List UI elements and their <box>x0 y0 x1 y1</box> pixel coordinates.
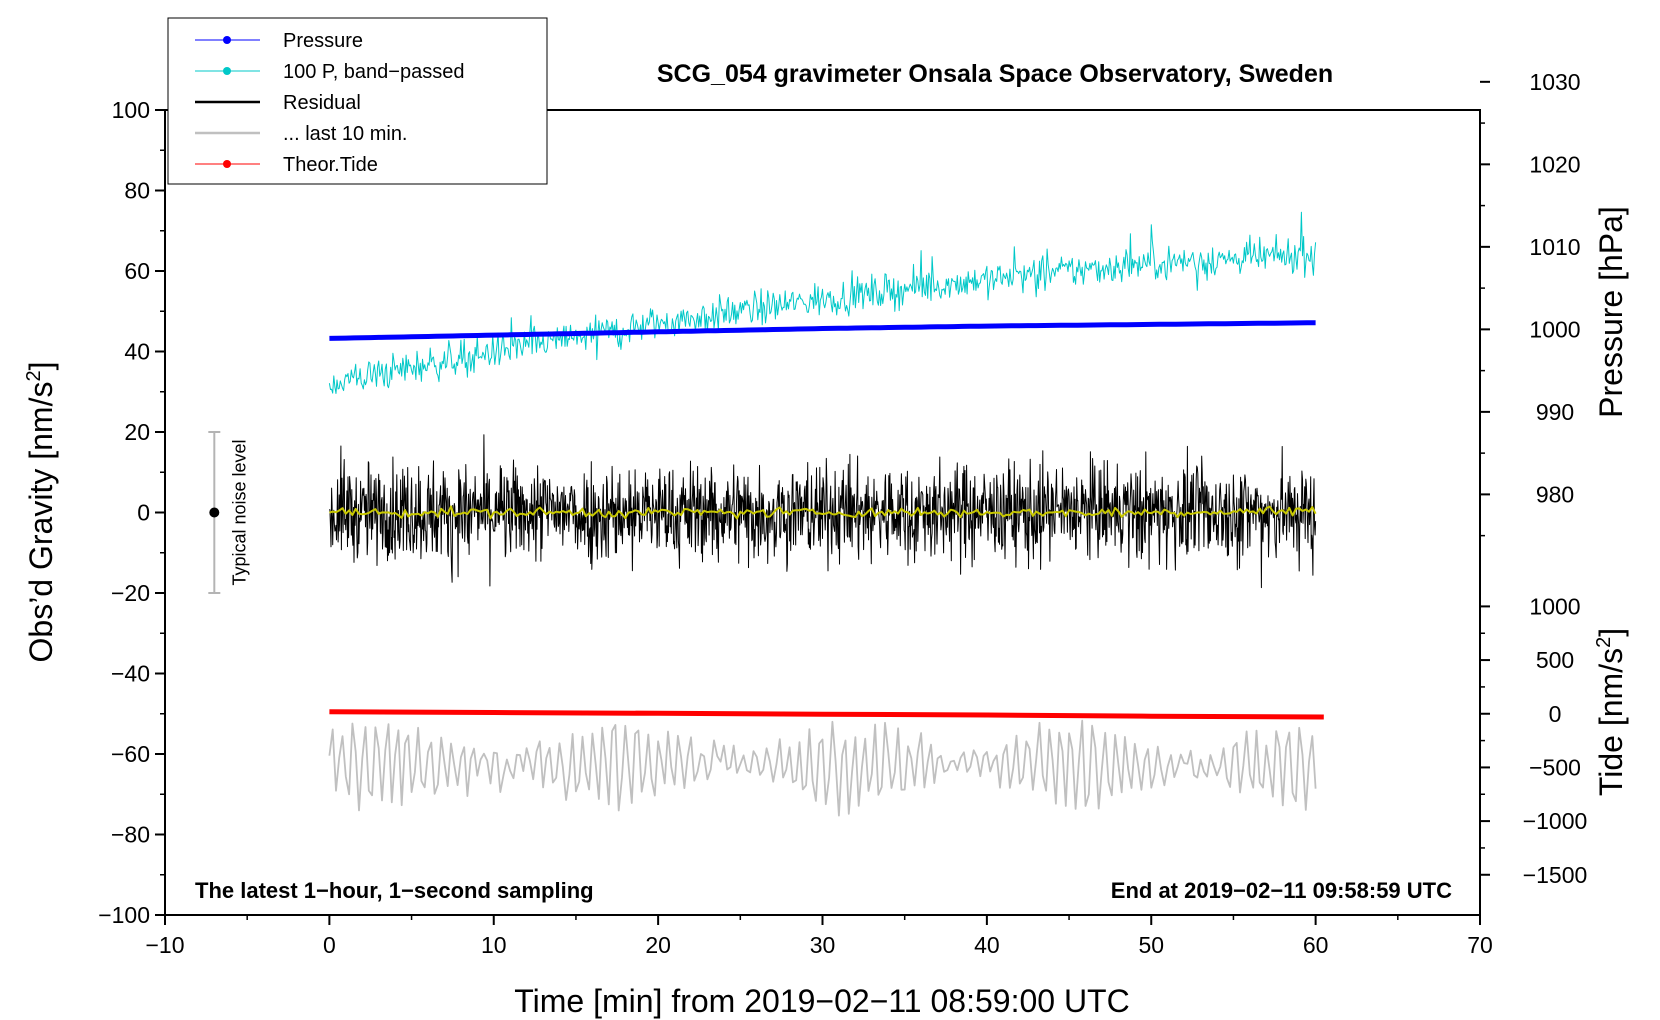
pressure-tick-label: 1010 <box>1529 234 1580 260</box>
y-tick-label: −20 <box>111 580 150 606</box>
x-tick-label: 70 <box>1467 932 1493 958</box>
tide-tick-label: 500 <box>1536 647 1574 673</box>
noise-bar-label: Typical noise level <box>229 439 249 585</box>
legend-swatch-dot <box>223 36 231 44</box>
pressure-axis-title: Pressure [hPa] <box>1593 206 1629 418</box>
y-axis-title-close: ] <box>23 362 59 371</box>
y-tick-label: 40 <box>124 339 150 365</box>
series-theor-tide <box>329 709 1324 720</box>
pressure-tick-label: 1020 <box>1529 151 1580 177</box>
y-tick-label: 100 <box>112 97 150 123</box>
y-axis-title: Obs’d Gravity [nm/s2] <box>23 362 59 663</box>
legend-label: Residual <box>283 92 361 114</box>
x-tick-label: 0 <box>323 932 336 958</box>
legend-swatch-dot <box>223 67 231 75</box>
y-tick-label: 80 <box>124 178 150 204</box>
legend-label: Theor.Tide <box>283 154 378 176</box>
legend-label: Pressure <box>283 30 363 52</box>
series-last-10-min <box>328 719 1317 817</box>
x-tick-label: −10 <box>145 932 184 958</box>
y-tick-label: 20 <box>124 419 150 445</box>
tide-tick-label: −1500 <box>1523 862 1588 888</box>
y-tick-label: −80 <box>111 822 150 848</box>
y-axis-ticks: −100 −80 −60 −40 −20 0 20 40 60 80 100 <box>98 97 165 928</box>
tide-tick-label: −500 <box>1529 754 1581 780</box>
series-residual <box>329 434 1317 589</box>
y-tick-label: 0 <box>137 500 150 526</box>
noise-level-bar: Typical noise level <box>208 431 249 594</box>
x-tick-label: 40 <box>974 932 1000 958</box>
legend-items: Pressure 100 P, band−passed Residual ... la… <box>195 30 464 176</box>
legend-label: 100 P, band−passed <box>283 61 464 83</box>
x-tick-label: 60 <box>1303 932 1329 958</box>
tide-tick-label: 1000 <box>1529 593 1580 619</box>
pressure-tick-label: 1030 <box>1529 69 1580 95</box>
legend: Pressure 100 P, band−passed Residual ... la… <box>167 17 548 185</box>
x-axis-title: Time [min] from 2019−02−11 08:59:00 UTC <box>514 983 1129 1019</box>
x-tick-label: 20 <box>645 932 671 958</box>
chart-title: SCG_054 gravimeter Onsala Space Observat… <box>657 60 1333 88</box>
y-axis-title-main: Obs’d Gravity [nm/s <box>23 382 59 663</box>
x-tick-label: 30 <box>810 932 836 958</box>
pressure-tick-label: 990 <box>1536 399 1574 425</box>
x-tick-label: 50 <box>1138 932 1164 958</box>
pressure-tick-label: 1000 <box>1529 316 1580 342</box>
x-axis-ticks: −10 0 10 20 30 40 50 60 70 <box>145 915 1493 958</box>
tide-axis-ticks: −1500 −1000 −500 0 500 1000 <box>1480 593 1588 888</box>
annotation-right: End at 2019−02−11 09:58:59 UTC <box>1111 878 1452 903</box>
x-tick-label: 10 <box>481 932 507 958</box>
pressure-axis-ticks: 980 990 1000 1010 1020 1030 <box>1480 69 1581 537</box>
y-tick-label: 60 <box>124 258 150 284</box>
tide-axis-title-close: ] <box>1593 628 1629 637</box>
legend-label: ... last 10 min. <box>283 123 408 145</box>
y-tick-label: −60 <box>111 741 150 767</box>
pressure-tick-label: 980 <box>1536 481 1574 507</box>
tide-tick-label: −1000 <box>1523 808 1588 834</box>
tide-axis-title: Tide [nm/s2] <box>1593 628 1629 796</box>
tide-axis-title-main: Tide [nm/s <box>1593 648 1629 796</box>
series-pressure <box>329 320 1316 341</box>
tide-axis-title-sup: 2 <box>1593 637 1615 648</box>
y-axis-title-sup: 2 <box>23 370 45 381</box>
tide-tick-label: 0 <box>1549 701 1562 727</box>
noise-bar-center-dot <box>209 507 220 518</box>
series-residual-smoothed <box>329 505 1317 520</box>
y-tick-label: −100 <box>98 902 150 928</box>
y-tick-label: −40 <box>111 661 150 687</box>
annotation-left: The latest 1−hour, 1−second sampling <box>195 878 594 903</box>
legend-swatch-dot <box>223 160 231 168</box>
data-series <box>328 211 1324 817</box>
series-pressure-bandpassed <box>328 211 1317 394</box>
